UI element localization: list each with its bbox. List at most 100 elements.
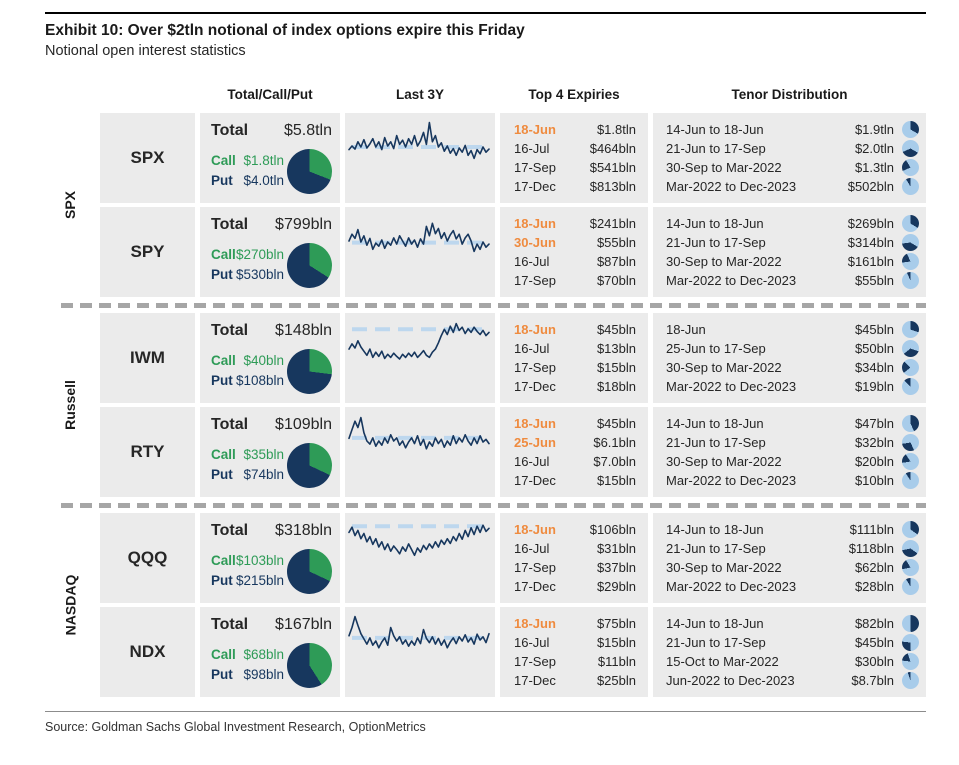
call-value: $1.8tln <box>243 153 284 168</box>
put-label: Put <box>211 373 233 388</box>
total-call-put-cell: Total $167bln Call $68bln Put $98bln <box>200 607 340 697</box>
tenor-label: 21-Jun to 17-Sep <box>666 141 766 156</box>
expiry-date: 18-Jun <box>514 522 556 537</box>
expiry-date: 16-Jul <box>514 541 550 556</box>
expiry-value: $75bln <box>596 616 636 631</box>
top-expiries-cell: 18-Jun $75bln 16-Jul $15bln 17-Sep $11bln 1… <box>500 607 648 697</box>
tenor-pie <box>902 272 919 289</box>
tenor-pie <box>902 159 919 176</box>
ticker-spy: SPY <box>100 207 195 297</box>
put-value: $215bln <box>235 573 284 588</box>
tenor-pie <box>902 472 919 489</box>
expiry-value: $18bln <box>596 379 636 394</box>
ticker-iwm: IWM <box>100 313 195 403</box>
total-value: $167bln <box>275 616 332 633</box>
tenor-label: 15-Oct to Mar-2022 <box>666 654 779 669</box>
tenor-pie <box>902 378 919 395</box>
tenor-pie <box>902 121 919 138</box>
ticker-qqq: QQQ <box>100 513 195 603</box>
tenor-distribution-cell: 18-Jun $45bln 25-Jun to 17-Sep $50bln 30-S… <box>653 313 926 403</box>
put-label: Put <box>211 267 233 282</box>
tenor-pie <box>902 559 919 576</box>
sparkline-last-3y <box>345 207 495 297</box>
tenor-pie <box>902 434 919 451</box>
tenor-value: $314bln <box>847 235 894 250</box>
put-value: $4.0tln <box>243 173 284 188</box>
expiry-date: 17-Sep <box>514 273 556 288</box>
group-separator <box>61 302 926 308</box>
tenor-pie <box>902 215 919 232</box>
expiry-date: 16-Jul <box>514 141 550 156</box>
tenor-value: $1.9tln <box>854 122 894 137</box>
total-call-put-cell: Total $5.8tln Call $1.8tln Put $4.0tln <box>200 113 340 203</box>
tenor-label: Mar-2022 to Dec-2023 <box>666 379 797 394</box>
tenor-distribution-cell: 14-Jun to 18-Jun $82bln 21-Jun to 17-Sep $… <box>653 607 926 697</box>
expiry-value: $15bln <box>596 360 636 375</box>
expiry-date: 25-Jun <box>514 435 556 450</box>
tenor-label: 30-Sep to Mar-2022 <box>666 560 782 575</box>
expiry-value: $55bln <box>596 235 636 250</box>
call-label: Call <box>211 353 236 368</box>
sparkline-last-3y <box>345 607 495 697</box>
tenor-value: $32bln <box>854 435 894 450</box>
tenor-value: $82bln <box>854 616 894 631</box>
total-value: $318bln <box>275 522 332 539</box>
tenor-value: $45bln <box>854 322 894 337</box>
total-value: $109bln <box>275 416 332 433</box>
tenor-pie <box>902 672 919 689</box>
expiry-date: 18-Jun <box>514 216 556 231</box>
tenor-value: $161bln <box>847 254 894 269</box>
put-label: Put <box>211 467 233 482</box>
put-value: $98bln <box>243 667 284 682</box>
tenor-pie <box>902 615 919 632</box>
expiry-value: $541bln <box>589 160 636 175</box>
tenor-value: $111bln <box>849 522 894 537</box>
source-line: Source: Goldman Sachs Global Investment … <box>45 720 426 734</box>
tenor-label: Mar-2022 to Dec-2023 <box>666 579 797 594</box>
expiry-date: 18-Jun <box>514 322 556 337</box>
call-label: Call <box>211 247 236 262</box>
total-call-put-cell: Total $148bln Call $40bln Put $108bln <box>200 313 340 403</box>
tenor-pie <box>902 540 919 557</box>
put-value: $74bln <box>243 467 284 482</box>
total-label: Total <box>211 216 249 233</box>
tenor-pie <box>902 253 919 270</box>
total-value: $799bln <box>275 216 332 233</box>
call-put-pie <box>287 442 332 488</box>
expiry-value: $25bln <box>596 673 636 688</box>
tenor-value: $10bln <box>854 473 894 488</box>
expiry-value: $1.8tln <box>596 122 636 137</box>
expiry-date: 17-Dec <box>514 473 556 488</box>
tenor-label: 21-Jun to 17-Sep <box>666 435 766 450</box>
tenor-pie <box>902 140 919 157</box>
expiry-date: 17-Sep <box>514 654 556 669</box>
expiry-value: $13bln <box>596 341 636 356</box>
tenor-label: 14-Jun to 18-Jun <box>666 416 764 431</box>
page-subtitle: Notional open interest statistics <box>45 43 246 59</box>
tenor-value: $45bln <box>854 635 894 650</box>
ticker-ndx: NDX <box>100 607 195 697</box>
sparkline-last-3y <box>345 513 495 603</box>
expiry-value: $813bln <box>589 179 636 194</box>
tenor-value: $118bln <box>848 541 894 556</box>
expiry-date: 17-Dec <box>514 579 556 594</box>
expiry-value: $87bln <box>596 254 636 269</box>
total-label: Total <box>211 416 249 433</box>
ticker-spx: SPX <box>100 113 195 203</box>
call-put-pie <box>287 242 332 288</box>
exhibit-footer: Source: Goldman Sachs Global Investment … <box>45 711 926 734</box>
call-label: Call <box>211 647 236 662</box>
total-label: Total <box>211 616 249 633</box>
expiry-value: $37bln <box>596 560 636 575</box>
call-value: $68bln <box>243 647 284 662</box>
expiry-value: $29bln <box>596 579 636 594</box>
expiry-value: $15bln <box>596 635 636 650</box>
tenor-pie <box>902 653 919 670</box>
tenor-distribution-cell: 14-Jun to 18-Jun $111bln 21-Jun to 17-Sep… <box>653 513 926 603</box>
expiry-value: $106bln <box>589 522 636 537</box>
tenor-distribution-cell: 14-Jun to 18-Jun $1.9tln 21-Jun to 17-Sep… <box>653 113 926 203</box>
tenor-value: $8.7bln <box>851 673 894 688</box>
tenor-pie <box>902 234 919 251</box>
tenor-pie <box>902 359 919 376</box>
total-value: $5.8tln <box>283 122 332 139</box>
